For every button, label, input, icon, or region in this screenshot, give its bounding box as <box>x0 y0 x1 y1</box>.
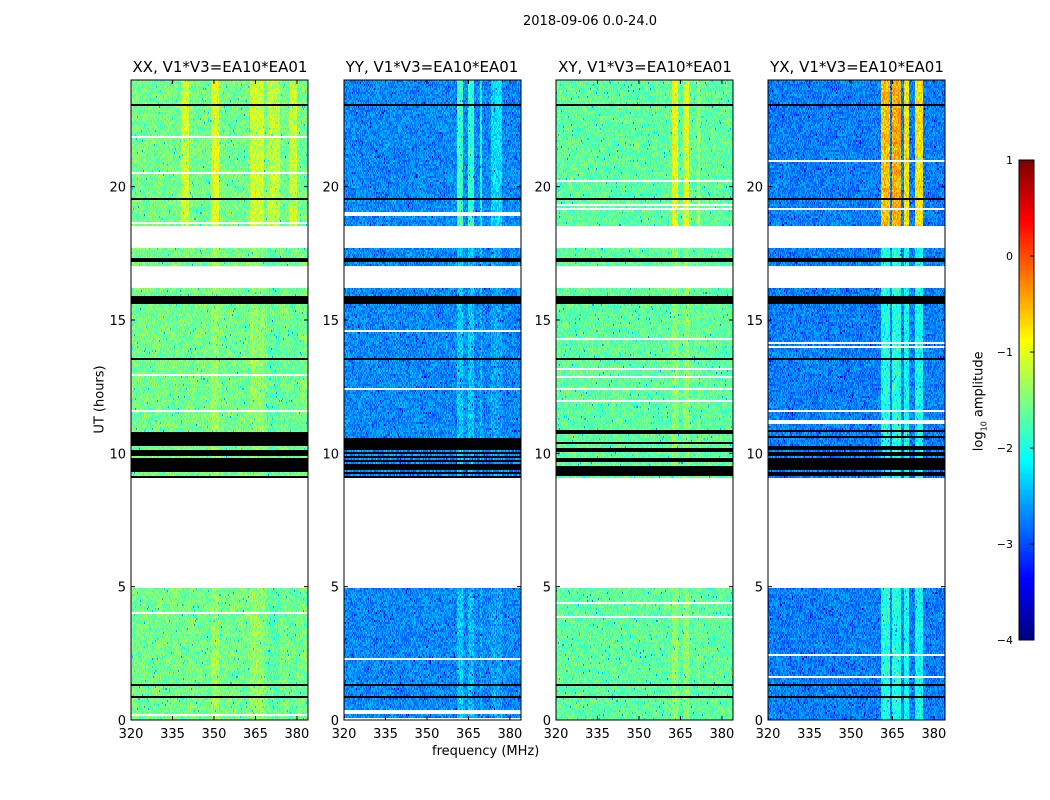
y-tick-label: 0 <box>543 714 551 729</box>
y-tick-label: 5 <box>543 581 551 596</box>
x-tick-label: 320 <box>544 727 569 742</box>
colorbar-label-sub: 10 <box>979 421 989 432</box>
panel-frame <box>130 79 309 721</box>
x-tick-label: 350 <box>415 727 440 742</box>
y-tick-label: 0 <box>755 714 763 729</box>
x-tick-label: 380 <box>498 727 523 742</box>
y-tick-label: 10 <box>109 447 126 462</box>
y-tick-label: 10 <box>534 447 551 462</box>
x-tick-label: 335 <box>160 727 185 742</box>
x-tick-label: 365 <box>668 727 693 742</box>
x-tick-label: 320 <box>119 727 144 742</box>
y-tick-label: 0 <box>331 714 339 729</box>
y-tick-label: 15 <box>109 314 126 329</box>
y-tick-label: 20 <box>109 181 126 196</box>
y-tick-label: 15 <box>746 314 763 329</box>
panel-frame <box>343 79 522 721</box>
x-tick-label: 335 <box>373 727 398 742</box>
figure-title: 2018-09-06 0.0-24.0 <box>523 14 657 29</box>
x-tick-label: 365 <box>880 727 905 742</box>
colorbar-label-main: log <box>971 431 987 452</box>
x-tick-label: 320 <box>332 727 357 742</box>
panel-title-xx: XX, V1*V3=EA10*EA01 <box>132 58 308 76</box>
panel-frame <box>767 79 946 721</box>
heatmap-yy <box>344 80 521 720</box>
colorbar-tick-label: −3 <box>997 538 1013 551</box>
y-axis-label: UT (hours) <box>92 365 108 434</box>
y-tick-label: 5 <box>118 581 126 596</box>
x-tick-label: 380 <box>922 727 947 742</box>
y-tick-label: 20 <box>534 181 551 196</box>
x-tick-label: 350 <box>202 727 227 742</box>
colorbar-label-rest: amplitude <box>971 351 987 422</box>
y-tick-label: 15 <box>322 314 339 329</box>
y-tick-label: 5 <box>755 581 763 596</box>
x-tick-label: 335 <box>585 727 610 742</box>
heatmap-xy <box>556 80 733 720</box>
colorbar-tick-label: 1 <box>1006 154 1013 167</box>
y-tick-label: 20 <box>322 181 339 196</box>
heatmap-yx <box>768 80 945 720</box>
colorbar-label: log10 amplitude <box>972 341 989 461</box>
panel-title-yx: YX, V1*V3=EA10*EA01 <box>770 58 944 76</box>
colorbar-tick-label: −4 <box>997 634 1013 647</box>
panel-frame <box>555 79 734 721</box>
heatmap-xx <box>131 80 308 720</box>
x-axis-label: frequency (MHz) <box>432 744 540 759</box>
x-tick-label: 350 <box>839 727 864 742</box>
x-tick-label: 365 <box>456 727 481 742</box>
colorbar-tick-label: −2 <box>997 442 1013 455</box>
x-tick-label: 365 <box>243 727 268 742</box>
panel-title-yy: YY, V1*V3=EA10*EA01 <box>345 58 519 76</box>
y-tick-label: 0 <box>118 714 126 729</box>
x-tick-label: 320 <box>756 727 781 742</box>
y-tick-label: 10 <box>322 447 339 462</box>
y-tick-label: 20 <box>746 181 763 196</box>
y-tick-label: 10 <box>746 447 763 462</box>
y-tick-label: 5 <box>331 581 339 596</box>
colorbar <box>1019 160 1034 640</box>
y-tick-label: 15 <box>534 314 551 329</box>
colorbar-tick-label: 0 <box>1006 250 1013 263</box>
x-tick-label: 350 <box>627 727 652 742</box>
x-tick-label: 380 <box>710 727 735 742</box>
x-tick-label: 335 <box>797 727 822 742</box>
panel-title-xy: XY, V1*V3=EA10*EA01 <box>558 58 732 76</box>
x-tick-label: 380 <box>285 727 310 742</box>
colorbar-tick-label: −1 <box>997 346 1013 359</box>
colorbar-frame <box>1018 159 1035 641</box>
